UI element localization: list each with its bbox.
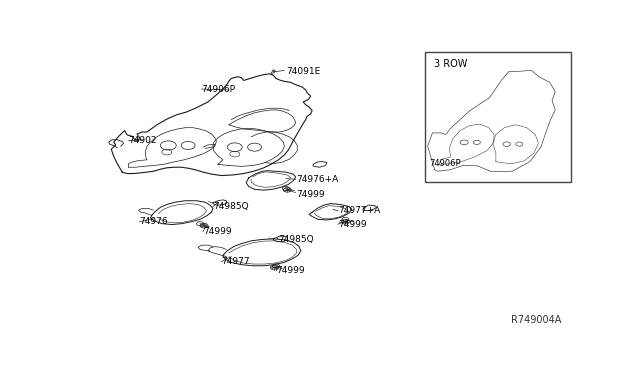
Text: 74902: 74902 xyxy=(129,136,157,145)
Text: 74985Q: 74985Q xyxy=(213,202,248,211)
Bar xyxy=(425,52,571,182)
Text: 74906P: 74906P xyxy=(202,84,236,93)
Text: 74999: 74999 xyxy=(203,227,232,236)
Text: 74977: 74977 xyxy=(221,257,250,266)
Text: 74985Q: 74985Q xyxy=(278,235,314,244)
Text: 3 ROW: 3 ROW xyxy=(434,59,467,69)
Text: R749004A: R749004A xyxy=(511,315,561,326)
Text: 74999: 74999 xyxy=(296,190,324,199)
Text: 74977+A: 74977+A xyxy=(338,206,380,215)
Text: 74091E: 74091E xyxy=(286,67,320,76)
Text: 74999: 74999 xyxy=(338,220,367,229)
Text: 74976+A: 74976+A xyxy=(296,175,338,184)
Text: 74976: 74976 xyxy=(140,217,168,226)
Text: 74999: 74999 xyxy=(276,266,305,275)
Text: 74906P: 74906P xyxy=(429,159,461,168)
